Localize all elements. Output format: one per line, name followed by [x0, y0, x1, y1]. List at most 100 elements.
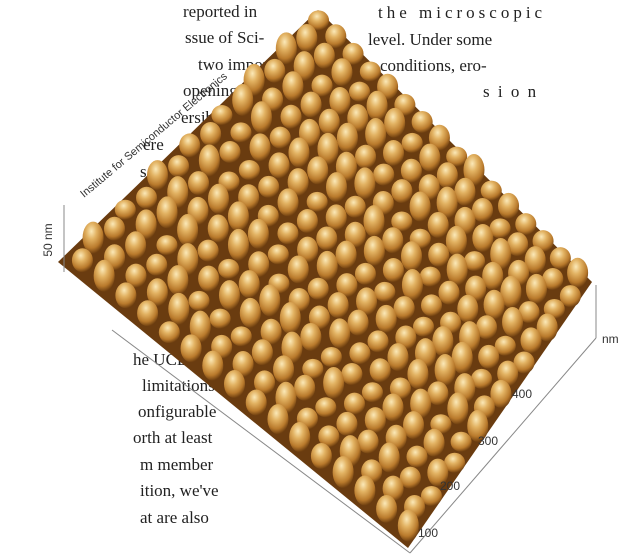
surface-bump	[549, 247, 571, 270]
surface-bump	[332, 456, 354, 489]
surface-bump	[188, 171, 210, 196]
surface-bump	[232, 84, 254, 117]
surface-bump	[289, 421, 311, 452]
axis-unit: nm	[602, 332, 619, 346]
surface-bump	[279, 302, 301, 335]
surface-bump	[197, 239, 219, 262]
surface-bump	[209, 308, 231, 329]
text-line: limitations.	[142, 376, 219, 395]
surface-bump	[177, 214, 199, 247]
surface-bump	[248, 251, 270, 278]
text-line: at are also	[140, 508, 209, 527]
surface-bump	[364, 407, 386, 434]
surface-bump	[230, 122, 252, 143]
surface-bump	[419, 143, 441, 172]
surface-bump	[559, 285, 581, 308]
surface-bump	[393, 296, 415, 321]
surface-bump	[382, 393, 404, 422]
surface-bump	[401, 132, 423, 153]
surface-bump	[354, 167, 376, 200]
surface-bump	[146, 160, 168, 191]
surface-bump	[467, 409, 489, 442]
text-line: ssue of Sci-	[185, 28, 265, 47]
surface-bump	[428, 242, 450, 267]
surface-bump	[329, 86, 351, 115]
surface-bump	[302, 358, 324, 379]
surface-bump	[267, 404, 289, 435]
surface-bump	[423, 428, 445, 457]
surface-bump	[135, 209, 157, 240]
surface-bump	[366, 90, 388, 121]
surface-bump	[249, 133, 271, 162]
text-line: ition, we've	[140, 481, 219, 500]
surface-bump	[463, 154, 485, 187]
surface-bump	[307, 156, 329, 185]
axis-tick-label: 400	[512, 387, 532, 401]
surface-bump	[382, 258, 404, 283]
surface-bump	[397, 509, 419, 542]
surface-bump	[198, 144, 220, 177]
surface-bump	[269, 126, 291, 149]
surface-bump	[399, 466, 421, 489]
surface-bump	[375, 304, 397, 333]
text-line: m member	[140, 455, 214, 474]
surface-bump	[277, 188, 299, 217]
surface-bump	[359, 61, 381, 82]
surface-bump	[515, 213, 537, 236]
surface-bump	[277, 222, 299, 245]
surface-bump	[342, 42, 364, 65]
surface-bump	[247, 218, 269, 249]
surface-bump	[376, 494, 398, 523]
surface-bump	[146, 278, 168, 307]
surface-bump	[316, 250, 338, 281]
text-line: ere	[143, 135, 164, 154]
surface-bump	[357, 429, 379, 454]
surface-bump	[536, 313, 558, 342]
surface-bump	[189, 310, 211, 343]
surface-bump	[280, 104, 302, 129]
surface-bump	[525, 273, 547, 304]
surface-bump	[156, 235, 178, 256]
surface-bump	[465, 275, 487, 302]
surface-bump	[438, 280, 460, 305]
surface-bump	[411, 110, 433, 133]
surface-bump	[427, 381, 449, 406]
surface-bump	[180, 334, 202, 363]
surface-bump	[436, 162, 458, 189]
surface-bump	[354, 262, 376, 285]
surface-bump	[518, 301, 540, 324]
surface-bump	[450, 431, 472, 452]
surface-bump	[258, 175, 280, 198]
surface-bump	[451, 341, 473, 374]
surface-bump	[363, 235, 385, 266]
surface-bump	[168, 155, 190, 178]
surface-bump	[259, 284, 281, 317]
surface-bump	[294, 374, 316, 401]
surface-bump	[434, 354, 456, 387]
surface-bump	[391, 179, 413, 204]
surface-bump	[478, 344, 500, 369]
surface-bump	[238, 270, 260, 299]
surface-bump	[313, 42, 335, 69]
text-line: s i o n	[483, 82, 539, 101]
surface-bump	[500, 275, 522, 308]
surface-bump	[156, 196, 178, 229]
surface-bump	[331, 58, 353, 87]
axis-tick-label: 200	[440, 479, 460, 493]
surface-bump	[125, 263, 147, 288]
surface-bump	[114, 199, 136, 220]
surface-bump	[238, 160, 260, 181]
surface-bump	[420, 486, 442, 507]
surface-bump	[325, 204, 347, 231]
x-axis-line	[409, 337, 597, 554]
axis-tick-label: 300	[478, 434, 498, 448]
surface-bump	[369, 358, 391, 383]
surface-bump	[494, 335, 516, 356]
surface-bump	[287, 168, 309, 197]
surface-bump	[71, 248, 93, 273]
surface-bump	[250, 101, 272, 134]
surface-bump	[497, 360, 519, 387]
surface-bump	[288, 137, 310, 168]
surface-bump	[308, 305, 330, 330]
